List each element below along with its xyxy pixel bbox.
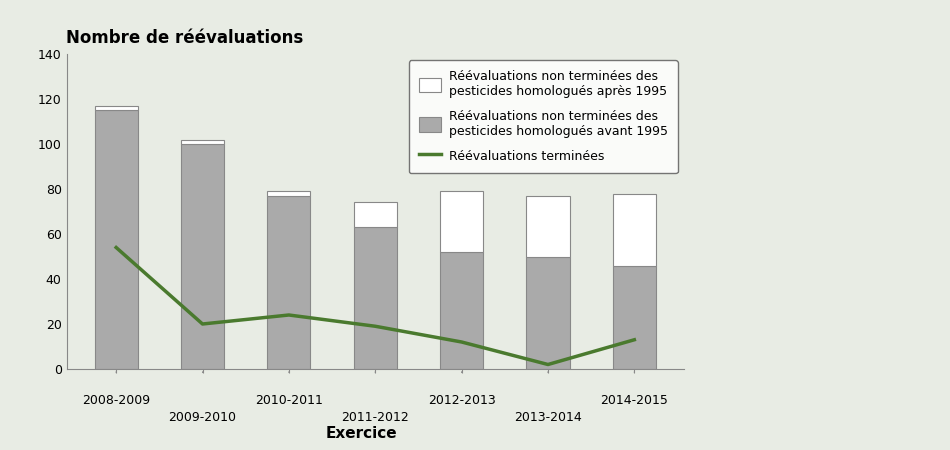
Bar [440,191,484,252]
Text: 2014-2015: 2014-2015 [600,394,668,407]
Text: 2011-2012: 2011-2012 [341,411,409,423]
Bar [613,266,655,369]
Text: 2008-2009: 2008-2009 [82,394,150,407]
Text: 2013-2014: 2013-2014 [514,411,581,423]
Bar [267,191,311,196]
Text: Exercice: Exercice [325,426,397,441]
Bar [180,140,224,144]
Text: 2009-2010: 2009-2010 [168,411,237,423]
Bar [440,252,484,369]
Text: Nombre de réévaluations: Nombre de réévaluations [66,29,304,47]
Bar [180,144,224,369]
Bar [526,256,570,369]
Bar [95,106,138,110]
Bar [353,202,397,227]
Bar [526,196,570,256]
Bar [95,110,138,369]
Bar [267,196,311,369]
Bar [353,227,397,369]
Text: 2010-2011: 2010-2011 [255,394,323,407]
Legend: Réévaluations non terminées des
pesticides homologués après 1995, Réévaluations : Réévaluations non terminées des pesticid… [408,60,677,173]
Text: 2012-2013: 2012-2013 [428,394,496,407]
Bar [613,194,655,266]
